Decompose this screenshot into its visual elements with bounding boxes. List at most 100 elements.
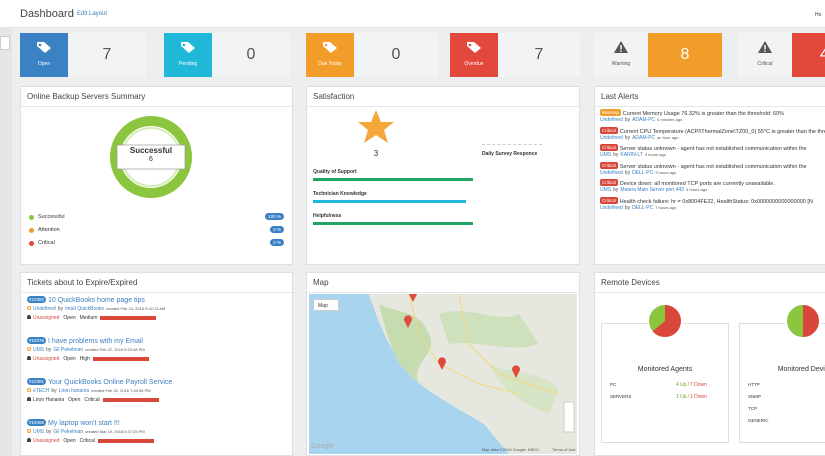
redacted — [102, 397, 159, 402]
tile-value: 7 — [534, 46, 544, 63]
row-value: 1 Up/1 Down — [676, 394, 707, 400]
panel-title: Last Alerts — [601, 92, 639, 101]
down: 7 Down — [689, 382, 707, 388]
legend-label: Attention — [38, 227, 60, 233]
alert-source: Undefined by DELL-PC 3 hours ago — [600, 170, 676, 176]
person-icon — [27, 397, 31, 401]
legend-dot — [29, 215, 34, 220]
ticket-id: #10382 — [27, 296, 47, 303]
ticket-title[interactable]: #10382 10 QuickBooks home page tips — [27, 296, 145, 304]
ticket-state: Open — [68, 397, 81, 403]
status-tile[interactable]: Critical 4 — [738, 33, 825, 77]
status-tile[interactable]: Pending 0 — [164, 33, 290, 77]
ticket-id: #10381 — [27, 378, 47, 385]
alert-level: Critical — [600, 144, 618, 151]
edit-layout[interactable]: Edit Layout — [73, 11, 107, 17]
legend-dot — [29, 228, 34, 233]
alert-time: 7 hours ago — [655, 204, 677, 210]
ticket-account[interactable]: UMS — [33, 429, 45, 435]
alert-time: 6 minutes ago — [657, 117, 683, 122]
alert-source: UMS by Matera Main Server port 443 4 hours … — [600, 187, 707, 193]
map-terms[interactable]: Terms of Use — [552, 447, 576, 452]
alert-account[interactable]: Undefined — [600, 117, 623, 123]
map-type-dropdown[interactable]: Map — [313, 299, 339, 311]
bar-label: Helpfulness — [313, 213, 342, 219]
alert-device[interactable]: DELL-PC — [632, 169, 654, 176]
ticket-creator[interactable]: Liron hanania — [58, 388, 89, 394]
tile-value: 7 — [102, 46, 112, 63]
ticket-status: Unassigned Open Critical — [27, 438, 154, 444]
alert-line: Critical Server status unknown - agent ha… — [600, 144, 807, 152]
tile-value: 0 — [246, 46, 256, 63]
panel-title: Satisfaction — [313, 92, 355, 101]
ticket-creator[interactable]: Gil Pekelman — [53, 429, 84, 435]
alert-account[interactable]: UMS — [600, 187, 612, 193]
legend-value: 100 % — [265, 213, 284, 220]
ticket-by: by — [51, 388, 57, 394]
alert-device[interactable]: ADAM-PC — [632, 134, 656, 141]
map[interactable] — [309, 294, 577, 454]
status-tile[interactable]: Warning 8 — [594, 33, 722, 77]
ticket-created: created Mar 10, 2016 6:37:29 PM — [85, 429, 145, 434]
alert-level: Critical — [600, 161, 618, 169]
ticket-assignee: Unassigned — [33, 356, 60, 362]
status-tile[interactable]: Due Today 0 — [306, 33, 438, 77]
alert-account[interactable]: Undefined — [600, 204, 623, 211]
alert-device[interactable]: Matera Main Server port 443 — [620, 187, 685, 193]
ticket-meta: UMS by Gil Pekelman created Feb 22, 2016 5:… — [27, 347, 145, 353]
ticket-subject[interactable]: 10 QuickBooks home page tips — [48, 297, 145, 304]
alert-device[interactable]: KARIN-LT — [620, 152, 643, 158]
device-pie — [647, 303, 683, 339]
alert-level: Critical — [600, 126, 618, 134]
ticket-title[interactable]: #10465 My laptop won't start !!! — [27, 419, 120, 427]
alert-text: Server status unknown - agent has not es… — [619, 146, 807, 152]
panel-title: Map — [313, 278, 329, 287]
ticket-account[interactable]: eTECH — [33, 388, 50, 394]
alert-account[interactable]: Undefined — [600, 134, 623, 141]
ticket-creator[interactable]: Gil Pekelman — [53, 347, 84, 353]
ticket-assignee: Unassigned — [33, 438, 60, 444]
ticket-creator[interactable]: Intuit QuickBooks — [65, 306, 104, 312]
alert-source: UMS by KARIN-LT 3 hours ago — [600, 152, 666, 158]
ticket-title[interactable]: #10378 I have problems with my Email — [27, 337, 143, 345]
alert-text: Server status unknown - agent has not es… — [619, 163, 807, 170]
header-right[interactable]: Ho — [815, 12, 822, 18]
alert-device[interactable]: ADAM-PC — [632, 117, 656, 123]
person-icon — [27, 315, 31, 319]
star-icon — [358, 110, 394, 143]
ticket-icon — [27, 306, 31, 310]
ticket-by: by — [57, 306, 64, 312]
alert-level: Critical — [600, 179, 618, 186]
alert-text: Current CPU Temperature (ACPI\ThermalZon… — [619, 128, 825, 135]
ticket-account[interactable]: Undefined — [33, 306, 56, 312]
tile-icon: Due Today — [306, 33, 354, 77]
alert-by: by — [624, 117, 631, 123]
ticket-title[interactable]: #10381 Your QuickBooks Online Payroll Ser… — [27, 378, 172, 386]
alert-device[interactable]: DELL-PC — [632, 204, 654, 211]
ticket-subject[interactable]: My laptop won't start !!! — [48, 420, 120, 427]
card-title: Monitored Agents — [637, 366, 693, 373]
alert-account[interactable]: Undefined — [600, 169, 623, 176]
daily-label: Daily Survey Responce — [482, 151, 538, 157]
google-logo: Google — [311, 443, 334, 450]
legend-value: 0 % — [270, 239, 284, 246]
legend-label: Successful — [38, 214, 65, 220]
alert-source: Undefined by ADAM-PC an hour ago — [600, 135, 679, 141]
ticket-subject[interactable]: Your QuickBooks Online Payroll Service — [48, 379, 173, 386]
legend-label: Critical — [38, 240, 55, 246]
ticket-assignee: Unassigned — [33, 315, 60, 321]
ticket-state: Open — [63, 315, 76, 321]
ticket-icon — [27, 429, 31, 433]
row-name: GENERIC — [748, 418, 769, 423]
row-name: SNMP — [748, 394, 762, 399]
panel-title: Online Backup Servers Summary — [27, 92, 146, 101]
alert-account[interactable]: UMS — [600, 152, 612, 158]
sidebar-toggle[interactable] — [0, 36, 10, 50]
map-attribution: Map data ©2016 Google, INEGI — [482, 447, 539, 452]
row-name: TCP — [748, 406, 757, 411]
ticket-subject[interactable]: I have problems with my Email — [48, 338, 143, 345]
status-tile[interactable]: Open 7 — [20, 33, 146, 77]
ticket-account[interactable]: UMS — [33, 347, 45, 353]
bar — [313, 200, 466, 203]
status-tile[interactable]: Overdue 7 — [450, 33, 580, 77]
